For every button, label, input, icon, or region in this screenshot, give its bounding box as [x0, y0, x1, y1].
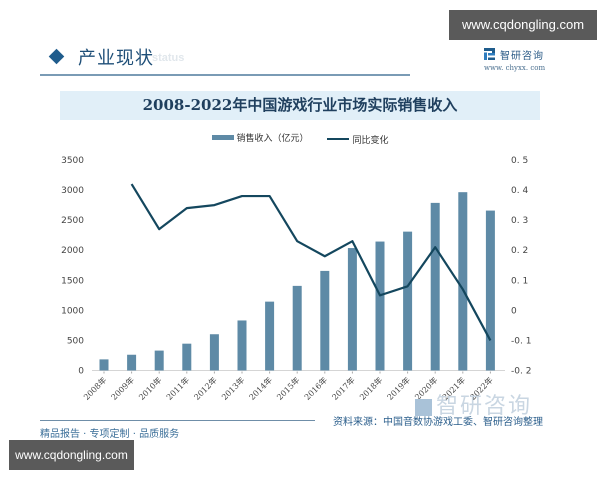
- brand-url: www. chyxx. com: [484, 64, 546, 72]
- header-divider: [40, 74, 410, 76]
- bar-revenue: [347, 248, 357, 371]
- y-axis-tick-left: 500: [67, 336, 84, 346]
- bar-revenue: [485, 210, 495, 371]
- watermark-logo-icon: [415, 398, 432, 416]
- brand-block: 智研咨询 www. chyxx. com: [484, 47, 564, 79]
- bar-revenue: [458, 192, 468, 371]
- brand-name: 智研咨询: [500, 51, 544, 62]
- x-axis-label: 2008年: [81, 375, 108, 402]
- y-axis-tick-left: 3500: [61, 156, 84, 166]
- bar-revenue: [99, 359, 109, 371]
- x-axis-label: 2013年: [219, 375, 246, 402]
- x-axis-label: 2018年: [357, 375, 384, 402]
- x-axis-label: 2014年: [247, 375, 274, 402]
- chart-title: 2008-2022年中国游戏行业市场实际销售收入: [142, 96, 458, 114]
- y-axis-tick-right: 0. 1: [511, 276, 528, 286]
- x-axis-label: 2015年: [274, 375, 301, 402]
- bar-revenue: [292, 285, 302, 371]
- bar-revenue: [209, 334, 219, 371]
- bar-revenue: [320, 270, 330, 371]
- y-axis-tick-left: 1500: [61, 276, 84, 286]
- bar-revenue: [182, 343, 192, 371]
- legend-line-swatch-icon: [327, 138, 350, 140]
- x-axis-label: 2009年: [109, 375, 136, 402]
- data-source: 资料来源：中国音数协游戏工委、智研咨询整理: [333, 417, 543, 428]
- y-axis-tick-right: 0. 3: [511, 216, 528, 226]
- watermark-url-bottom: www.cqdongling.com: [9, 440, 134, 470]
- legend-item-yoy: 同比变化: [327, 133, 388, 146]
- brand-watermark: 智研咨询: [415, 388, 532, 420]
- bar-revenue: [265, 301, 275, 371]
- watermark-brand-text: 智研咨询: [436, 394, 533, 419]
- chart-title-box: 2008-2022年中国游戏行业市场实际销售收入: [60, 91, 540, 120]
- x-axis-label: 2011年: [164, 375, 191, 402]
- footer-divider: [40, 420, 315, 421]
- chart-legend: 销售收入（亿元） 同比变化: [0, 131, 600, 147]
- y-axis-tick-right: -0. 1: [511, 336, 531, 346]
- y-axis-tick-right: 0. 2: [511, 246, 528, 256]
- bar-revenue: [403, 231, 413, 371]
- y-axis-tick-right: -0. 2: [511, 367, 531, 377]
- bar-revenue: [154, 350, 164, 371]
- y-axis-tick-left: 2000: [61, 246, 84, 256]
- bar-revenue: [237, 320, 247, 371]
- y-axis-tick-right: 0. 4: [511, 186, 528, 196]
- x-axis-label: 2010年: [136, 375, 163, 402]
- section-title: 产业现状: [78, 48, 154, 69]
- watermark-url-top: www.cqdongling.com: [449, 10, 597, 40]
- x-axis-label: 2017年: [330, 375, 357, 402]
- bar-revenue: [375, 241, 385, 371]
- bar-revenue: [430, 202, 440, 371]
- x-axis-label: 2012年: [192, 375, 219, 402]
- bar-revenue: [127, 354, 137, 371]
- x-axis-label: 2019年: [385, 375, 412, 402]
- line-yoy-change: [130, 183, 492, 341]
- legend-label-yoy: 同比变化: [352, 135, 389, 146]
- footer-tagline: 精品报告 · 专项定制 · 品质服务: [40, 429, 180, 440]
- legend-item-revenue: 销售收入（亿元）: [211, 131, 309, 144]
- y-axis-tick-left: 0: [78, 367, 84, 377]
- legend-bar-swatch-icon: [211, 135, 234, 140]
- y-axis-tick-left: 1000: [61, 306, 84, 316]
- y-axis-tick-right: 0. 5: [511, 156, 528, 166]
- section-ghost-text: status: [152, 52, 185, 64]
- y-axis-tick-left: 2500: [61, 216, 84, 226]
- legend-label-revenue: 销售收入（亿元）: [236, 134, 309, 144]
- section-header: 产业现状 status: [40, 42, 480, 72]
- brand-logo-icon: [484, 48, 495, 60]
- y-axis-tick-right: 0: [511, 306, 517, 316]
- y-axis-tick-left: 3000: [61, 186, 84, 196]
- x-axis-label: 2016年: [302, 375, 329, 402]
